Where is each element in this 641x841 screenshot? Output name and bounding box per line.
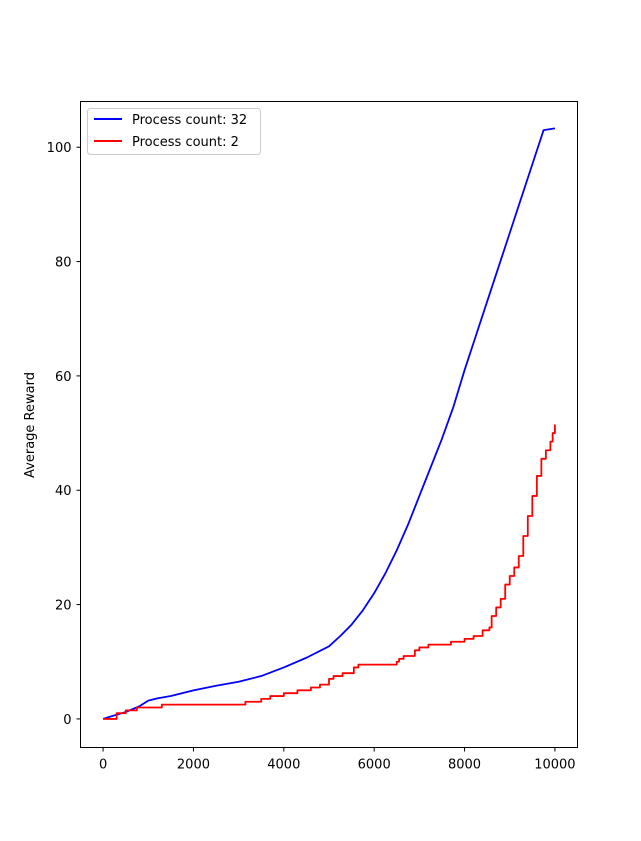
y-tick-label: 20 (55, 599, 72, 614)
x-tick-label: 2000 (177, 758, 210, 773)
y-tick-label: 100 (47, 141, 72, 156)
y-tick-label: 0 (63, 713, 71, 728)
plot-frame (80, 101, 578, 748)
x-axis: 0 2000 4000 6000 8000 10000 (99, 747, 576, 773)
y-axis: 0 20 40 60 80 100 (47, 141, 81, 728)
x-tick-label: 6000 (358, 758, 391, 773)
legend: Process count: 32 Process count: 2 (87, 108, 261, 155)
x-tick-label: 4000 (267, 758, 300, 773)
series-lines (102, 127, 556, 720)
legend-box (87, 108, 261, 155)
series-line-2 (103, 424, 556, 720)
y-tick-label: 60 (55, 370, 72, 385)
x-tick-label: 10000 (534, 758, 575, 773)
y-tick-label: 80 (55, 256, 72, 271)
legend-label-series-1: Process count: 32 (132, 113, 247, 128)
series-line-1 (102, 127, 556, 720)
y-tick-label: 40 (55, 484, 72, 499)
x-tick-label: 8000 (448, 758, 481, 773)
y-axis-label: Average Reward (23, 372, 38, 478)
legend-label-series-2: Process count: 2 (132, 135, 239, 150)
x-tick-label: 0 (99, 758, 107, 773)
